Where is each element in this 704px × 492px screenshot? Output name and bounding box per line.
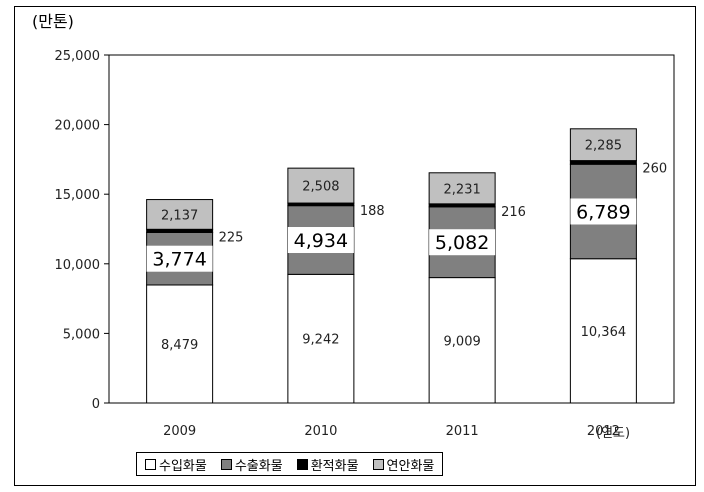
x-axis-label: (연도) bbox=[596, 426, 630, 441]
x-tick-label: 2012 bbox=[587, 424, 620, 439]
data-label-box bbox=[287, 227, 354, 254]
legend-swatch bbox=[220, 458, 232, 470]
legend-item: 연안화물 bbox=[372, 455, 435, 474]
bars bbox=[146, 128, 637, 404]
bar-segment bbox=[569, 128, 637, 162]
x-tick-label: 2011 bbox=[446, 424, 479, 439]
y-tick-label: 25,000 bbox=[55, 49, 101, 64]
data-label: 2,137 bbox=[161, 208, 198, 223]
axes: 0 5,000 10,000 15,000 20,000 25,000 2009 2010 20… bbox=[55, 49, 675, 439]
data-label: 9,242 bbox=[302, 333, 339, 348]
legend-item: 수입화물 bbox=[145, 455, 207, 474]
bar-segment bbox=[287, 273, 355, 404]
data-label: 8,479 bbox=[161, 338, 198, 353]
legend-swatch bbox=[296, 458, 308, 470]
bar-segment bbox=[569, 258, 637, 404]
bar-segment bbox=[569, 160, 637, 165]
legend-swatch bbox=[145, 458, 156, 470]
data-label-box bbox=[570, 198, 637, 225]
legend-label: 수출화물 bbox=[234, 458, 283, 474]
data-labels: 8,479 3,774 225 2,137 9,242 4,934 188 2,508 9,00… bbox=[146, 139, 667, 353]
bar-segment bbox=[146, 199, 214, 230]
data-label: 2,231 bbox=[444, 182, 481, 197]
data-label-box bbox=[429, 229, 496, 256]
data-label: 2,285 bbox=[585, 139, 622, 154]
y-tick-label: 5,000 bbox=[63, 327, 100, 342]
legend-item: 수출화물 bbox=[220, 455, 283, 474]
data-label: 9,009 bbox=[444, 334, 481, 349]
data-label: 5,082 bbox=[435, 232, 489, 254]
y-tick-label: 15,000 bbox=[55, 188, 101, 203]
y-tick-label: 0 bbox=[92, 397, 100, 412]
data-label: 2,508 bbox=[302, 180, 339, 195]
data-label-box bbox=[146, 245, 213, 272]
bar-segment bbox=[146, 284, 214, 404]
legend-label: 연안화물 bbox=[386, 458, 435, 474]
bar-segment bbox=[428, 277, 496, 404]
bar-segment bbox=[428, 172, 496, 205]
legend-label: 환적화물 bbox=[310, 458, 359, 474]
x-tick-label: 2009 bbox=[163, 424, 196, 439]
legend-swatch bbox=[372, 458, 384, 470]
data-label: 4,934 bbox=[294, 230, 348, 252]
bar-segment bbox=[287, 167, 355, 204]
data-label: 225 bbox=[219, 230, 244, 245]
x-tick-label: 2010 bbox=[304, 424, 337, 439]
data-label: 216 bbox=[501, 205, 526, 220]
plot-area bbox=[108, 54, 675, 404]
data-label: 10,364 bbox=[581, 325, 627, 340]
unit-label: (만톤) bbox=[32, 12, 74, 31]
y-tick-label: 10,000 bbox=[55, 258, 101, 273]
data-label: 260 bbox=[642, 162, 667, 177]
y-tick-label: 20,000 bbox=[55, 119, 101, 134]
data-label: 6,789 bbox=[576, 201, 630, 223]
data-label: 3,774 bbox=[152, 249, 206, 271]
data-label: 188 bbox=[360, 204, 385, 219]
legend-label: 수입화물 bbox=[159, 458, 207, 474]
legend: 수입화물 수출화물 환적화물 연안화물 bbox=[136, 452, 444, 476]
legend-item: 환적화물 bbox=[296, 455, 359, 474]
